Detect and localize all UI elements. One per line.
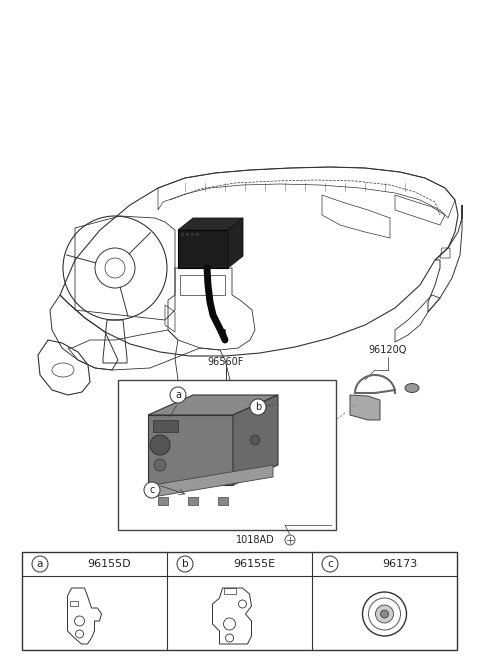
- Polygon shape: [148, 395, 278, 415]
- Text: b: b: [182, 559, 188, 569]
- Text: 96155D: 96155D: [88, 559, 132, 569]
- Text: 96173: 96173: [382, 559, 417, 569]
- Polygon shape: [233, 395, 278, 485]
- Text: b: b: [255, 402, 261, 412]
- Polygon shape: [218, 497, 228, 505]
- Polygon shape: [158, 497, 168, 505]
- Text: a: a: [37, 559, 43, 569]
- Circle shape: [177, 556, 193, 572]
- Bar: [118, 380, 336, 530]
- Text: 96120Q: 96120Q: [369, 345, 407, 355]
- Bar: [22, 552, 457, 650]
- Circle shape: [154, 459, 166, 471]
- Bar: [191, 233, 194, 236]
- Bar: [181, 233, 184, 236]
- Circle shape: [375, 605, 394, 623]
- Text: 1018AD: 1018AD: [236, 535, 275, 545]
- Circle shape: [381, 610, 388, 618]
- Bar: [196, 233, 199, 236]
- Text: c: c: [327, 559, 333, 569]
- Text: 96560F: 96560F: [208, 357, 244, 367]
- Bar: [153, 420, 178, 432]
- Polygon shape: [148, 415, 233, 485]
- Bar: [70, 601, 77, 606]
- Polygon shape: [153, 465, 273, 497]
- Polygon shape: [178, 218, 243, 230]
- Ellipse shape: [405, 384, 419, 392]
- Circle shape: [170, 387, 186, 403]
- Circle shape: [322, 556, 338, 572]
- Circle shape: [250, 435, 260, 445]
- Polygon shape: [350, 395, 380, 420]
- Polygon shape: [178, 230, 228, 268]
- Circle shape: [144, 482, 160, 498]
- Text: a: a: [175, 390, 181, 400]
- Circle shape: [250, 399, 266, 415]
- Text: 96155E: 96155E: [233, 559, 276, 569]
- Text: c: c: [149, 485, 155, 495]
- Circle shape: [32, 556, 48, 572]
- Bar: [224, 588, 236, 594]
- Circle shape: [150, 435, 170, 455]
- Bar: [186, 233, 189, 236]
- Polygon shape: [188, 497, 198, 505]
- Polygon shape: [228, 218, 243, 268]
